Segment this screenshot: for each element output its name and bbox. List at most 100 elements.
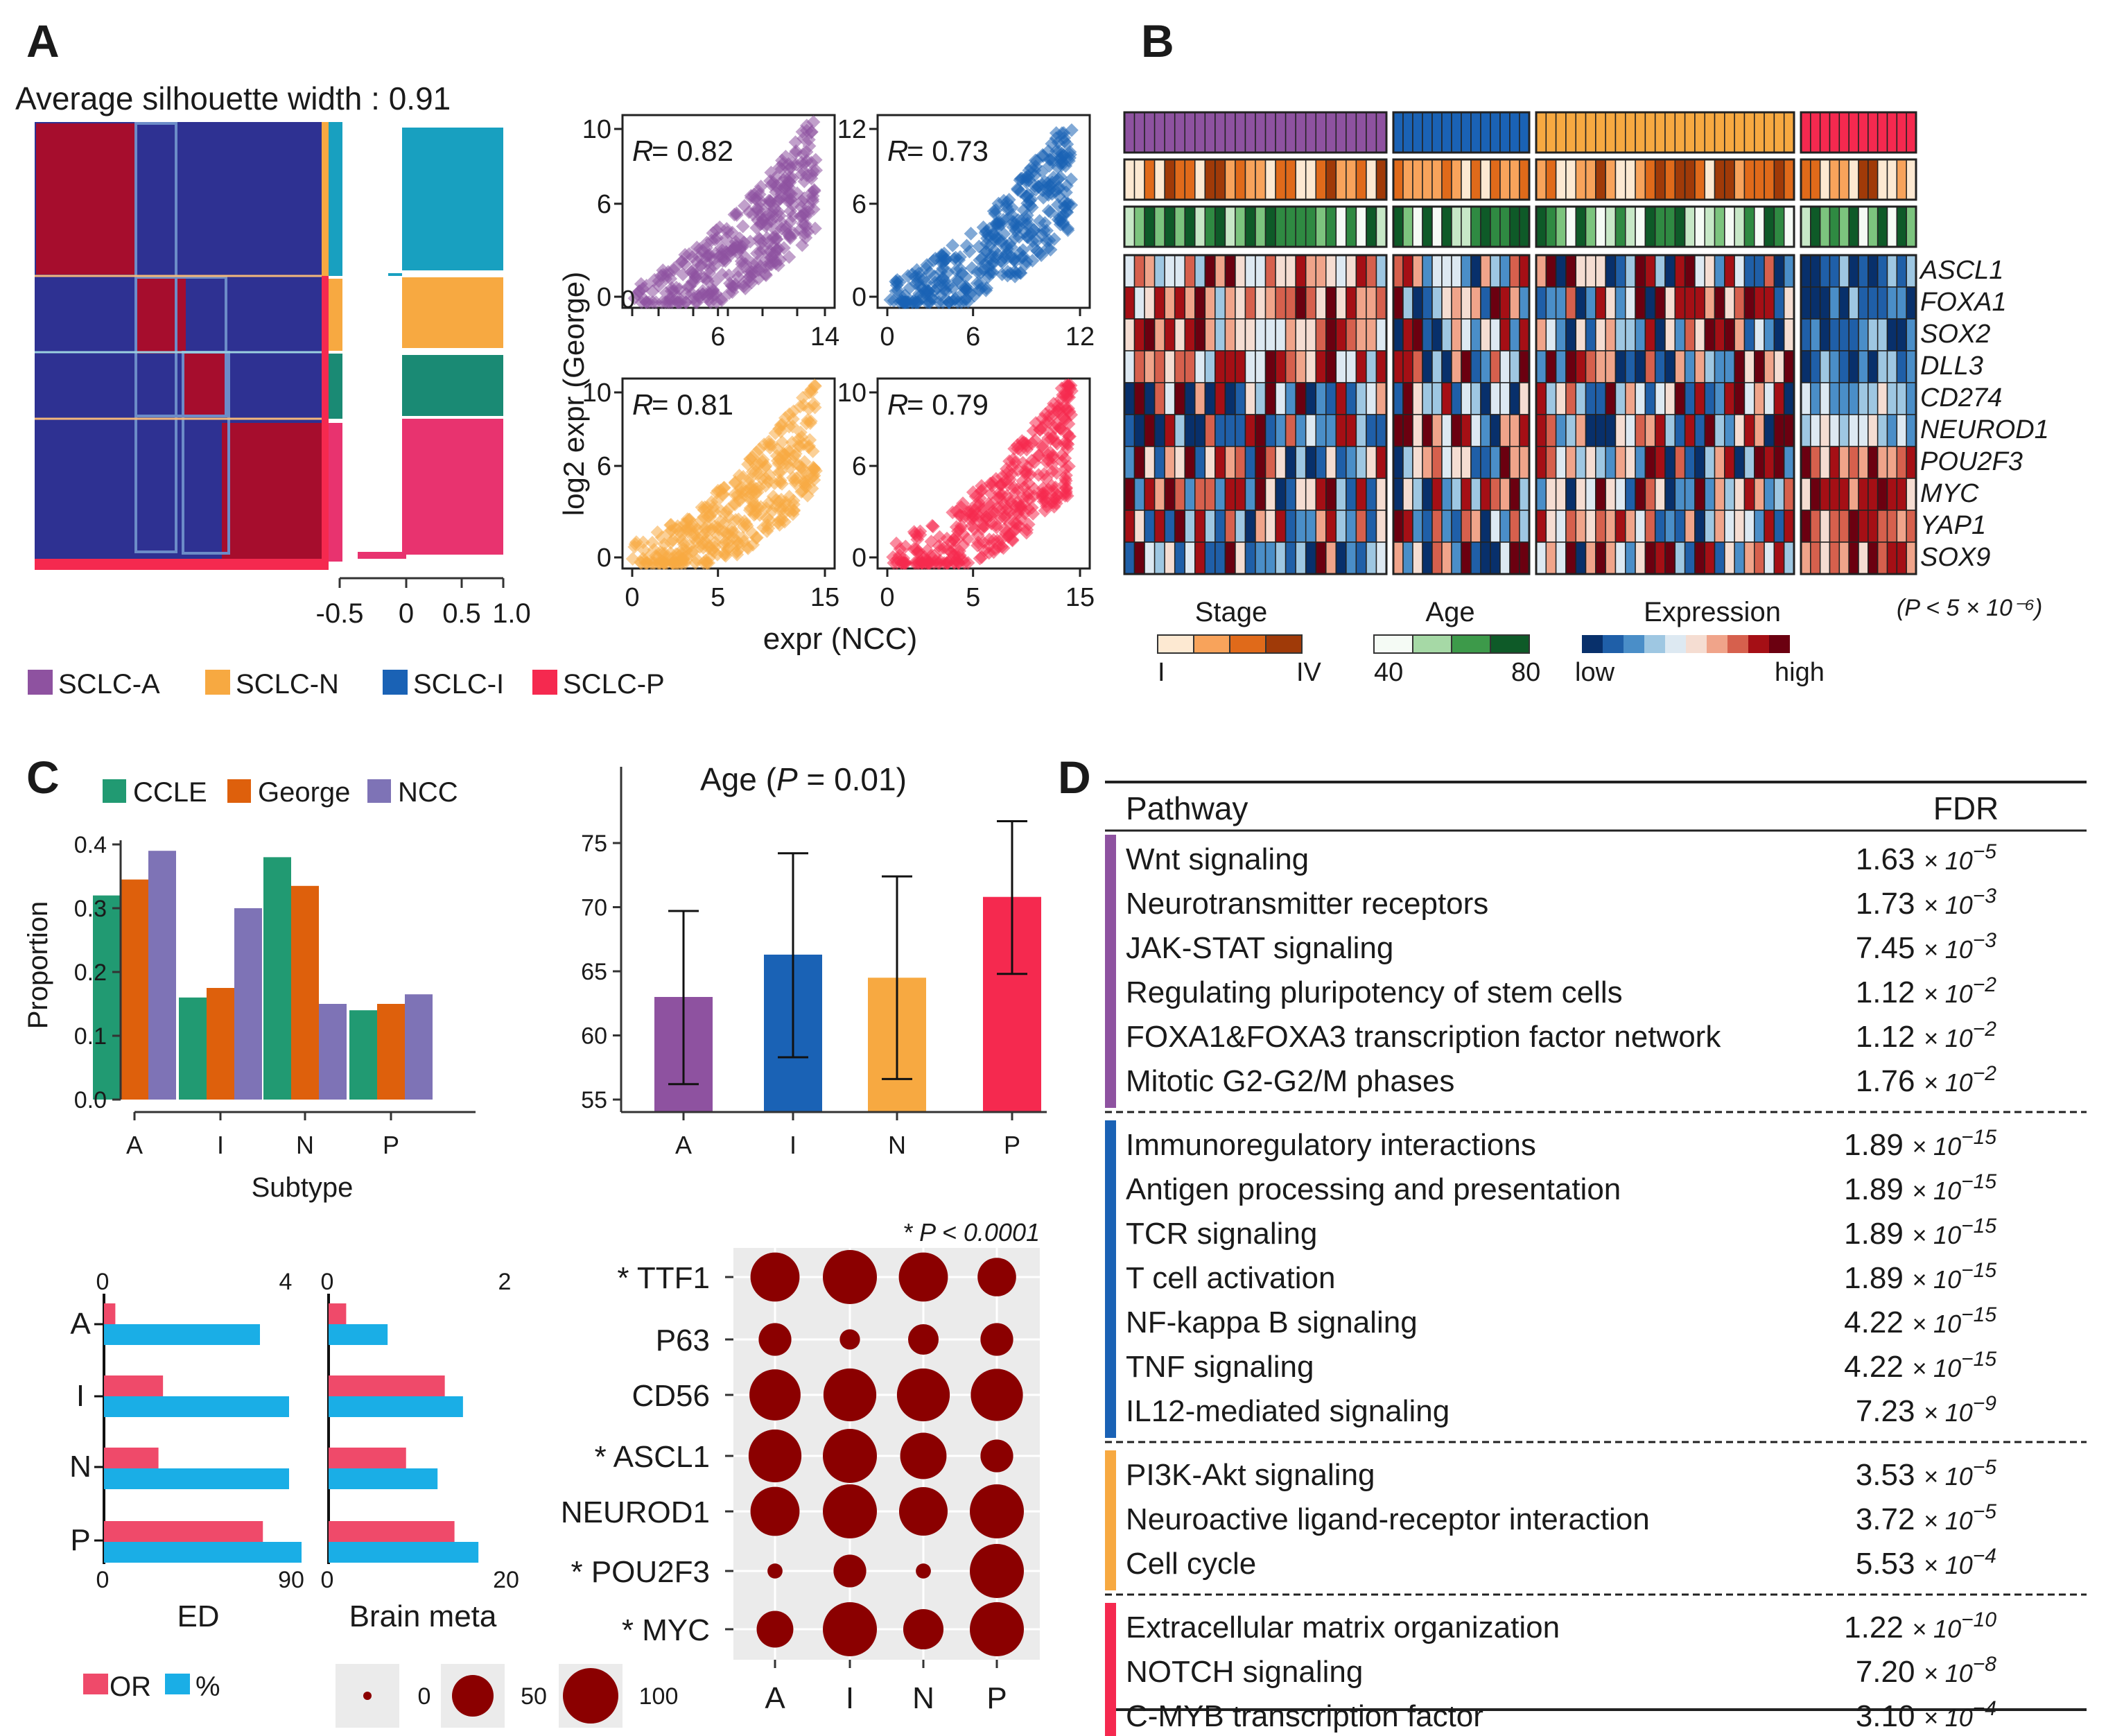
expression-cell xyxy=(1810,254,1821,288)
subtype-cell xyxy=(1714,112,1725,153)
expression-cell xyxy=(1275,510,1287,543)
expression-cell xyxy=(1402,318,1413,351)
expression-cell xyxy=(1783,382,1795,415)
expression-cell xyxy=(1470,254,1481,288)
expression-swatch xyxy=(1769,635,1790,653)
scatter-point xyxy=(688,295,703,309)
expression-cell xyxy=(1694,254,1705,288)
expression-cell xyxy=(1734,446,1746,479)
expression-cell xyxy=(1877,414,1888,447)
stage-cell xyxy=(1235,159,1246,200)
expression-cell xyxy=(1519,286,1530,320)
expression-cell xyxy=(1461,414,1472,447)
age-cell xyxy=(1235,206,1246,248)
scatter-point xyxy=(672,525,687,539)
expression-cell xyxy=(1595,318,1606,351)
expression-cell xyxy=(1694,414,1705,447)
expression-cell xyxy=(1754,446,1765,479)
subtype-cell xyxy=(1509,112,1520,153)
scatter-point xyxy=(733,494,747,507)
expression-cell xyxy=(1605,286,1617,320)
expression-cell xyxy=(1819,446,1831,479)
scatter-point xyxy=(974,484,989,498)
expression-cell xyxy=(1375,254,1387,288)
expression-cell xyxy=(1325,254,1337,288)
expression-cell xyxy=(1754,350,1765,383)
stage-cell xyxy=(1184,159,1196,200)
expression-cell xyxy=(1714,510,1725,543)
age-cell xyxy=(1535,206,1547,248)
expression-cell xyxy=(1204,446,1216,479)
expression-cell xyxy=(1275,382,1287,415)
expression-cell xyxy=(1896,254,1907,288)
expression-cell xyxy=(1285,478,1296,511)
expression-cell xyxy=(1346,446,1357,479)
scatter-point xyxy=(754,194,769,209)
subtype-cell xyxy=(1868,112,1879,153)
expression-cell xyxy=(1545,414,1557,447)
subtype-cell xyxy=(1366,112,1377,153)
expression-cell xyxy=(1422,541,1433,575)
expression-cell xyxy=(1896,478,1907,511)
expression-cell xyxy=(1422,318,1433,351)
expression-cell xyxy=(1461,478,1472,511)
age-cell xyxy=(1441,206,1452,248)
scatter-point xyxy=(925,291,939,306)
gene-label: ASCL1 xyxy=(1919,256,2003,285)
expression-cell xyxy=(1848,318,1859,351)
stage-cell xyxy=(1275,159,1287,200)
r-label: R xyxy=(632,134,653,167)
expression-cell xyxy=(1184,382,1196,415)
expression-cell xyxy=(1174,318,1185,351)
stage-cell xyxy=(1285,159,1296,200)
age-cell xyxy=(1204,206,1216,248)
expression-cell xyxy=(1164,510,1176,543)
expression-cell xyxy=(1431,382,1443,415)
scatter-point xyxy=(925,519,939,533)
legend-high: IV xyxy=(1296,658,1322,687)
expression-cell xyxy=(1335,382,1347,415)
expression-cell xyxy=(1355,478,1367,511)
scatter-point xyxy=(766,238,781,253)
expression-cell xyxy=(1704,541,1716,575)
expression-cell xyxy=(1714,286,1725,320)
scatter-point xyxy=(650,525,665,539)
scatter-point xyxy=(794,167,808,182)
expression-cell xyxy=(1174,446,1185,479)
expression-cell xyxy=(1595,510,1606,543)
subtype-cell xyxy=(1355,112,1367,153)
expression-cell xyxy=(1575,541,1587,575)
expression-cell xyxy=(1654,446,1666,479)
fdr-value: 5.53 × 10−4 xyxy=(1856,1545,1996,1581)
stage-cell xyxy=(1773,159,1785,200)
expression-cell xyxy=(1215,510,1226,543)
expression-cell xyxy=(1295,510,1307,543)
pathway-name: Wnt signaling xyxy=(1126,842,1309,876)
bar-ccle xyxy=(93,895,121,1100)
scatter-point xyxy=(919,283,934,297)
expression-cell xyxy=(1490,446,1501,479)
age-cell xyxy=(1764,206,1775,248)
age-cell xyxy=(1848,206,1859,248)
gene-label: FOXA1 xyxy=(1920,288,2007,317)
age-cell xyxy=(1194,206,1206,248)
subtype-cell xyxy=(1614,112,1626,153)
subtype-cell xyxy=(1264,112,1276,153)
expression-cell xyxy=(1585,286,1596,320)
expression-cell xyxy=(1635,510,1646,543)
scatter-point xyxy=(690,241,704,254)
y-tick-label: 75 xyxy=(581,831,607,857)
expression-cell xyxy=(1565,318,1576,351)
expression-cell xyxy=(1133,541,1145,575)
subtype-cell xyxy=(1422,112,1433,153)
scatter-point xyxy=(1007,442,1022,456)
expression-swatch xyxy=(1644,635,1665,653)
expression-cell xyxy=(1545,286,1557,320)
expression-cell xyxy=(1461,382,1472,415)
expression-swatch xyxy=(1727,635,1748,653)
expression-cell xyxy=(1605,254,1617,288)
scatter-point xyxy=(1013,266,1027,280)
stage-cell xyxy=(1499,159,1511,200)
expression-cell xyxy=(1654,382,1666,415)
expression-cell xyxy=(1144,382,1156,415)
